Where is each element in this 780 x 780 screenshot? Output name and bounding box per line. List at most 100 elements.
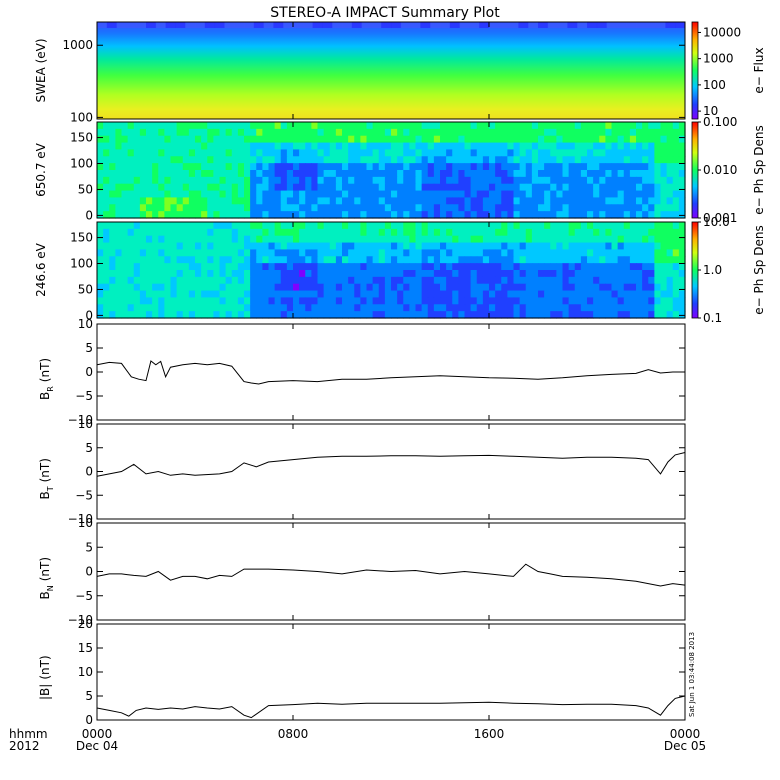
heatmap-cell [617, 242, 625, 251]
heatmap-cell [97, 222, 104, 230]
heatmap-cell [556, 204, 564, 212]
heatmap-cell [201, 197, 208, 205]
heatmap-cell [525, 263, 533, 271]
colorbar-tick-label-2-2: 10.0 [703, 215, 730, 229]
heatmap-cell [213, 204, 221, 212]
heatmap-cell [605, 128, 613, 137]
heatmap-cell [152, 197, 159, 205]
heatmap-cell [538, 183, 545, 192]
heatmap-cell [213, 156, 221, 164]
heatmap-cell [152, 311, 159, 319]
heatmap-cell [623, 197, 631, 205]
heatmap-cell [219, 142, 227, 151]
y-tick-label-3-3: 5 [85, 341, 93, 355]
heatmap-cell [678, 249, 686, 257]
panel-frame-2 [96, 221, 686, 319]
heatmap-cell [262, 270, 270, 278]
heatmap-cell [495, 163, 502, 171]
heatmap-cell [109, 156, 116, 164]
heatmap-cell [654, 204, 662, 212]
heatmap-cell [648, 122, 655, 130]
heatmap-cell [133, 304, 141, 312]
heatmap-cell [629, 149, 637, 157]
heatmap-cell [219, 304, 227, 312]
heatmap-cell [476, 228, 484, 237]
heatmap-cell [599, 297, 606, 305]
heatmap-cell [464, 276, 472, 285]
heatmap-cell [666, 176, 674, 185]
x-tick-label-date-3: Dec 05 [664, 739, 706, 753]
heatmap-cell [164, 197, 172, 205]
heatmap-cell [109, 163, 116, 171]
heatmap-cell [672, 190, 680, 199]
heatmap-cell [397, 163, 404, 171]
heatmap-cell [519, 228, 527, 237]
heatmap-cell [672, 142, 680, 151]
heatmap-cell [556, 128, 564, 137]
heatmap-cell [538, 122, 545, 130]
heatmap-cell [372, 204, 380, 212]
heatmap-cell [348, 256, 355, 264]
heatmap-cell [170, 190, 178, 199]
heatmap-cell [452, 235, 459, 244]
heatmap-cell [329, 156, 337, 164]
heatmap-cell [225, 249, 233, 257]
heatmap-cell [286, 149, 294, 157]
heatmap-cell [213, 142, 221, 151]
heatmap-cell [342, 276, 349, 285]
plot-title: STEREO-A IMPACT Summary Plot [270, 5, 500, 21]
heatmap-cell [152, 228, 159, 237]
heatmap-cell [384, 128, 392, 137]
heatmap-cell [237, 156, 245, 164]
heatmap-cell [587, 283, 594, 292]
heatmap-cell [623, 176, 631, 185]
heatmap-cell [556, 222, 564, 230]
heatmap-cell [489, 249, 496, 257]
heatmap-cell [299, 163, 306, 171]
heatmap-cell [115, 290, 123, 299]
heatmap-cell [103, 304, 110, 312]
heatmap-cell [286, 297, 294, 305]
heatmap-cell [311, 263, 319, 271]
swea-cell [528, 22, 539, 28]
heatmap-cell [244, 190, 251, 199]
heatmap-cell [250, 249, 257, 257]
heatmap-cell [464, 128, 472, 137]
heatmap-cell [636, 211, 643, 219]
heatmap-cell [182, 311, 190, 319]
heatmap-cell [286, 242, 294, 251]
heatmap-cell [587, 242, 594, 251]
heatmap-cell [507, 142, 515, 151]
heatmap-cell [599, 228, 606, 237]
heatmap-cell [623, 142, 631, 151]
heatmap-cell [109, 190, 116, 199]
heatmap-cell [97, 270, 104, 278]
heatmap-cell [427, 297, 435, 305]
heatmap-cell [182, 142, 190, 151]
heatmap-cell [391, 163, 398, 171]
heatmap-cell [366, 204, 374, 212]
heatmap-cell [378, 311, 386, 319]
heatmap-cell [293, 304, 300, 312]
heatmap-cell [286, 135, 294, 144]
heatmap-cell [629, 270, 637, 278]
swea-cell [234, 22, 245, 28]
heatmap-cell [213, 170, 221, 178]
heatmap-cell [286, 235, 294, 244]
heatmap-cell [501, 183, 508, 192]
heatmap-cell [262, 256, 270, 264]
heatmap-cell [268, 270, 276, 278]
heatmap-cell [648, 176, 655, 185]
heatmap-cell [139, 128, 147, 137]
heatmap-cell [648, 197, 655, 205]
heatmap-cell [311, 304, 319, 312]
heatmap-cell [317, 304, 325, 312]
heatmap-cell [544, 156, 551, 164]
heatmap-cell [244, 290, 251, 299]
heatmap-cell [440, 156, 447, 164]
heatmap-cell [574, 183, 582, 192]
heatmap-cell [678, 311, 686, 319]
heatmap-cell [427, 311, 435, 319]
heatmap-cell [354, 304, 361, 312]
heatmap-cell [103, 122, 110, 130]
